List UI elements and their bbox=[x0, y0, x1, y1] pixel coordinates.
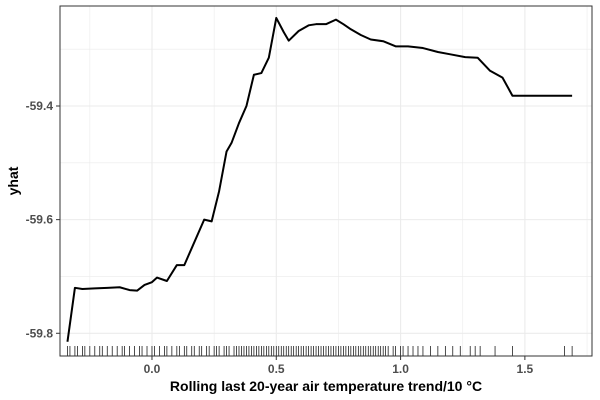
y-axis-title: yhat bbox=[5, 166, 21, 195]
x-tick-label: 0.0 bbox=[144, 362, 161, 376]
x-tick-label: 1.5 bbox=[517, 362, 534, 376]
x-tick-label: 0.5 bbox=[268, 362, 285, 376]
rug bbox=[67, 346, 573, 356]
y-tick-label: -59.8 bbox=[26, 326, 54, 340]
x-axis-title: Rolling last 20-year air temperature tre… bbox=[170, 378, 482, 394]
series-line bbox=[66, 16, 573, 342]
y-tick-label: -59.6 bbox=[26, 213, 54, 227]
x-axis-ticks: 0.0 0.5 1.0 1.5 bbox=[144, 356, 534, 376]
y-axis-ticks: -59.8 -59.6 -59.4 bbox=[26, 99, 60, 340]
y-tick-label: -59.4 bbox=[26, 99, 54, 113]
grid bbox=[60, 6, 592, 356]
panel-border bbox=[59, 5, 593, 357]
plot-panel bbox=[60, 6, 592, 356]
x-tick-label: 1.0 bbox=[392, 362, 409, 376]
